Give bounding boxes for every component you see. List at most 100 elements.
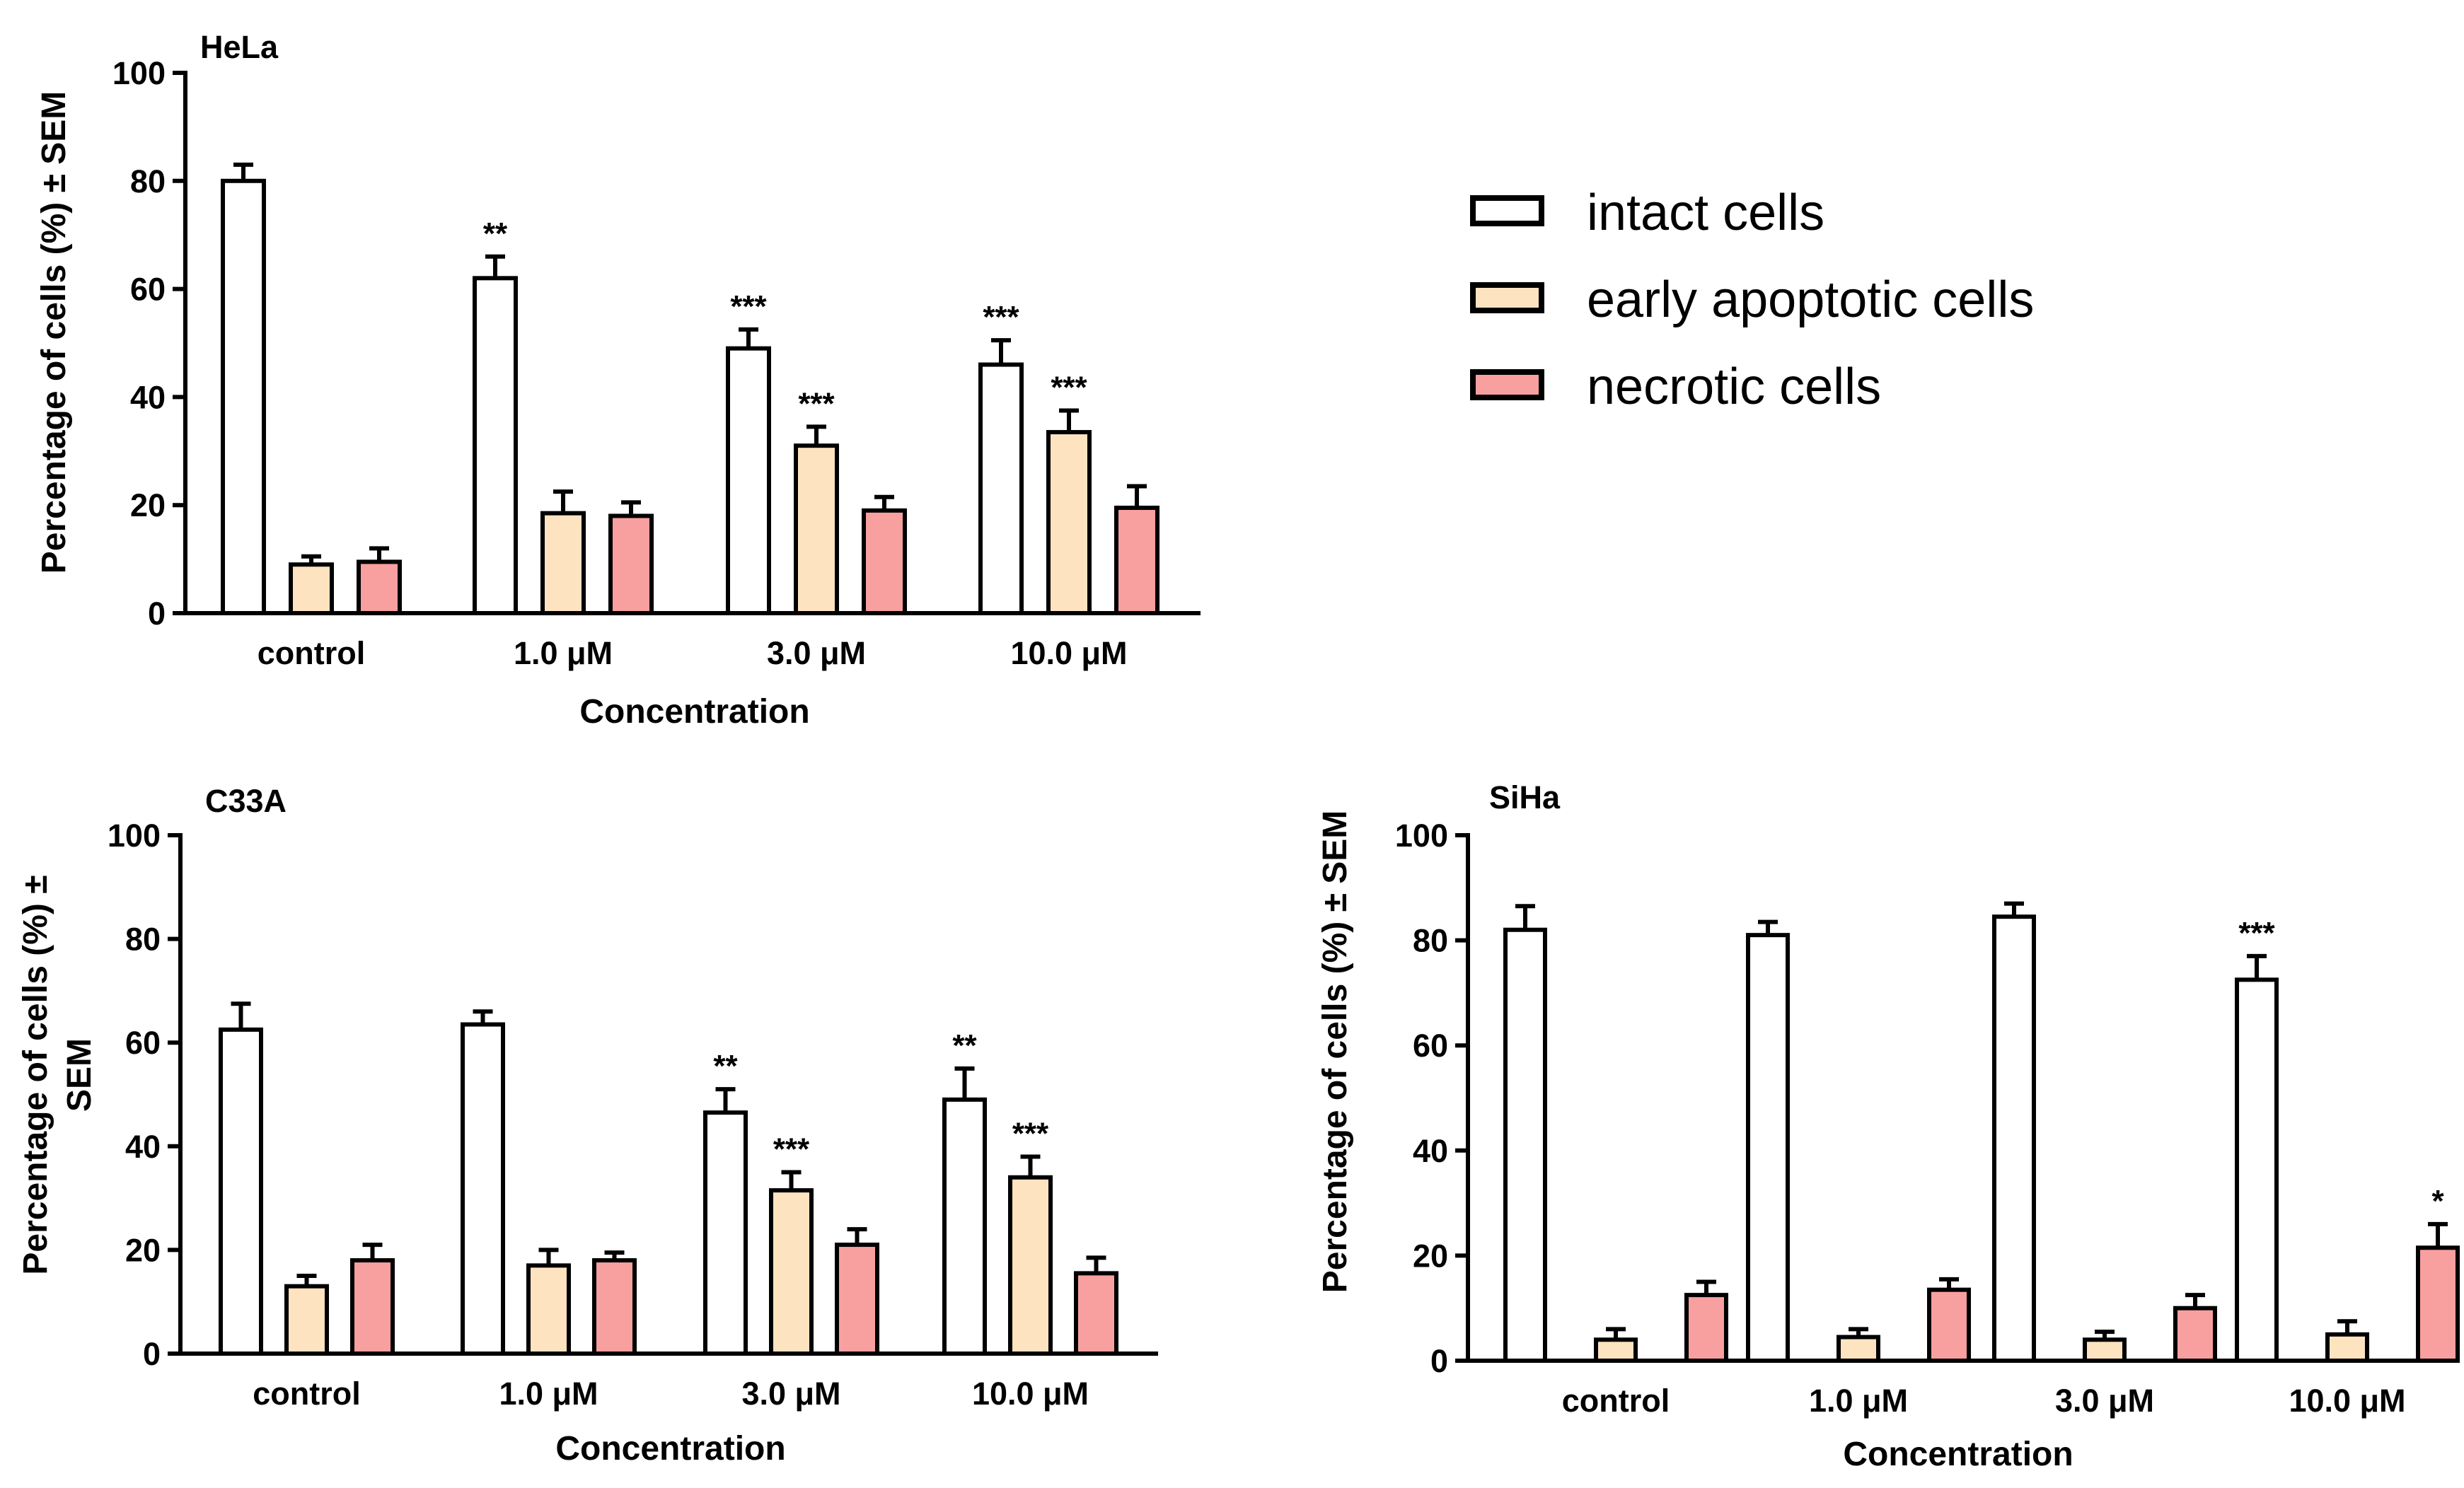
y-axis: 0 20 40 60 80 100: [1395, 818, 1470, 1379]
y-tick-label: 20: [125, 1232, 161, 1268]
x-axis-title: Concentration: [579, 693, 809, 731]
significance-label: ***: [1012, 1116, 1049, 1151]
significance-label: **: [952, 1028, 977, 1063]
bar-marks: ******* ***: [219, 1001, 1118, 1356]
bar: [473, 276, 518, 615]
y-tick-label: 60: [130, 272, 166, 308]
bar: [592, 1258, 637, 1356]
significance-label: ***: [1051, 371, 1087, 405]
y-axis-title: Percentage of cells (%) ± SEM: [1317, 810, 1354, 1294]
bar: [219, 1027, 263, 1356]
legend-label: intact cells: [1587, 185, 1824, 241]
legend-item-intact: intact cells: [1470, 185, 1824, 241]
bar: [2416, 1245, 2460, 1363]
y-axis-title-line1: Percentage of cells (%) ±: [17, 875, 54, 1274]
legend-swatch: [1470, 195, 1544, 226]
bar: [862, 508, 907, 616]
bar: [540, 511, 586, 615]
y-tick-label: 80: [130, 163, 166, 199]
bar: [1114, 506, 1159, 616]
y-axis-title: Percentage of cells (%) ± SEM: [35, 91, 73, 574]
bar: [1046, 430, 1092, 615]
x-axis-title: Concentration: [555, 1430, 785, 1467]
significance-label: ***: [2238, 916, 2275, 951]
x-tick-label: 3.0 μM: [741, 1376, 840, 1412]
significance-label: ***: [798, 386, 835, 421]
chart-title: SiHa: [1489, 779, 1561, 815]
chart-siha: SiHa Percentage of cells (%) ± SEM Conce…: [1317, 779, 2460, 1473]
bar: [835, 1243, 879, 1356]
x-tick-label: 3.0 μM: [767, 635, 866, 671]
y-tick-label: 80: [125, 922, 161, 958]
x-axis: control 1.0 μM 3.0 μM 10.0 μM: [183, 611, 1201, 671]
y-tick-label: 0: [1430, 1343, 1448, 1379]
bar: [726, 346, 771, 615]
y-tick-label: 60: [125, 1025, 161, 1061]
y-axis: 0 20 40 60 80 100: [108, 818, 183, 1372]
significance-label: ***: [730, 289, 767, 324]
x-tick-label: control: [258, 635, 366, 671]
x-axis-title: Concentration: [1843, 1436, 2073, 1473]
bar: [2083, 1337, 2127, 1364]
bar: [978, 362, 1024, 615]
y-tick-label: 80: [1413, 923, 1448, 959]
bar: [769, 1188, 814, 1356]
y-axis: 0 20 40 60 80 100: [112, 55, 187, 632]
y-tick-label: 40: [1413, 1133, 1448, 1169]
x-tick-label: 10.0 μM: [972, 1376, 1089, 1412]
significance-label: ***: [983, 300, 1019, 335]
y-tick-label: 100: [108, 818, 161, 854]
legend-item-necrotic: necrotic cells: [1470, 359, 1881, 415]
bar: [284, 1284, 329, 1356]
bar: [942, 1097, 987, 1356]
bar: [1594, 1337, 1638, 1364]
bar: [703, 1110, 748, 1356]
x-tick-label: 10.0 μM: [1010, 635, 1127, 671]
bar: [2173, 1306, 2217, 1363]
bar: [2325, 1332, 2369, 1363]
legend-swatch: [1470, 369, 1544, 400]
bar: [526, 1263, 571, 1356]
y-tick-label: 60: [1413, 1028, 1448, 1064]
significance-label: ***: [773, 1132, 810, 1166]
x-tick-label: control: [253, 1376, 361, 1412]
x-tick-label: control: [1562, 1383, 1670, 1419]
bar-marks: ***** ****** ***: [221, 162, 1159, 616]
bar: [350, 1258, 395, 1356]
x-tick-label: 1.0 μM: [499, 1376, 598, 1412]
bar: [1008, 1175, 1053, 1356]
significance-label: **: [483, 216, 508, 251]
bar: [221, 178, 266, 616]
y-tick-label: 20: [130, 487, 166, 523]
significance-label: *: [2431, 1184, 2444, 1219]
bar: [608, 513, 654, 615]
y-tick-label: 40: [130, 379, 166, 415]
y-tick-label: 40: [125, 1129, 161, 1165]
legend: intact cells early apoptotic cells necro…: [1470, 185, 2034, 415]
legend-swatch: [1470, 282, 1544, 313]
x-axis: control 1.0 μM 3.0 μM 10.0 μM: [178, 1352, 1158, 1412]
bar: [1927, 1287, 1971, 1363]
x-tick-label: 1.0 μM: [514, 635, 613, 671]
x-tick-label: 3.0 μM: [2055, 1383, 2154, 1419]
bar: [2235, 977, 2279, 1363]
bar: [794, 443, 839, 615]
y-tick-label: 0: [148, 595, 166, 632]
bar: [1837, 1335, 1880, 1363]
bar: [357, 559, 402, 615]
chart-title: C33A: [205, 783, 287, 819]
legend-label: necrotic cells: [1587, 359, 1881, 415]
significance-label: **: [713, 1049, 738, 1083]
y-tick-label: 100: [1395, 818, 1448, 854]
bar: [1992, 914, 2036, 1364]
bar: [289, 562, 334, 615]
bar-marks: ****: [1503, 901, 2460, 1364]
x-axis: control 1.0 μM 3.0 μM 10.0 μM: [1466, 1359, 2450, 1419]
bar: [1503, 927, 1547, 1363]
y-tick-label: 0: [143, 1336, 161, 1372]
legend-label: early apoptotic cells: [1587, 272, 2034, 328]
bar: [461, 1022, 505, 1356]
chart-title: HeLa: [200, 29, 279, 65]
y-tick-label: 100: [112, 55, 166, 91]
bar: [1074, 1271, 1118, 1356]
